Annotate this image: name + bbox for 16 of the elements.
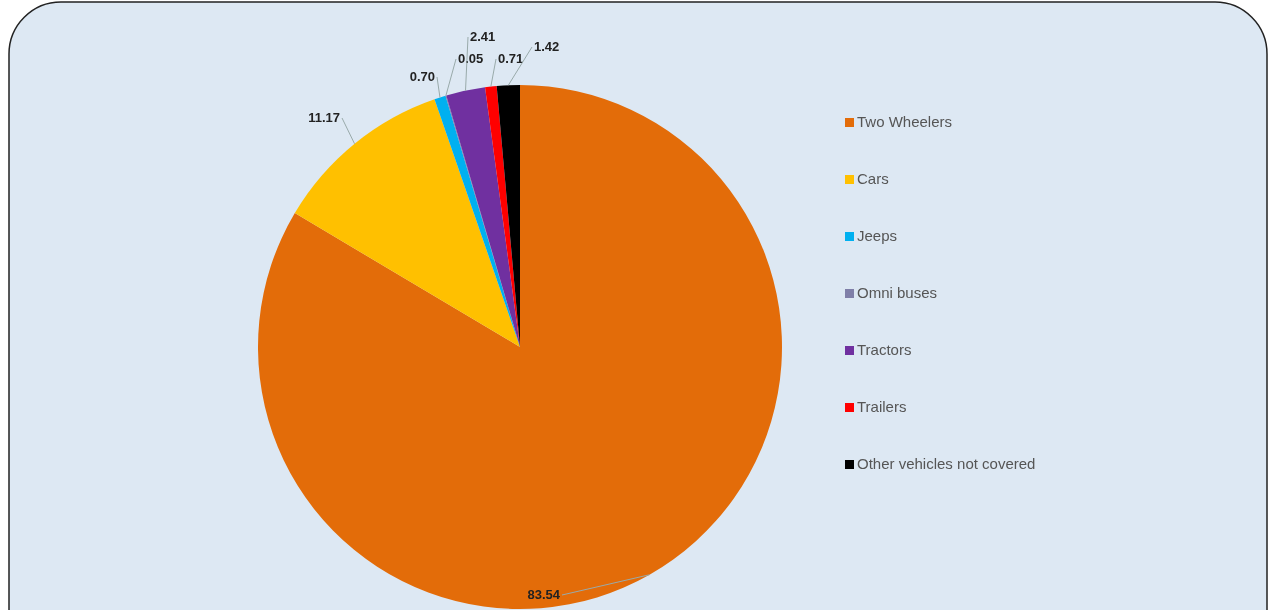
legend-label: Other vehicles not covered bbox=[857, 455, 1036, 472]
data-label: 83.54 bbox=[527, 587, 561, 602]
legend-label: Omni buses bbox=[857, 284, 938, 301]
data-label: 0.05 bbox=[458, 51, 484, 66]
pie-slice bbox=[258, 85, 782, 609]
data-label: 0.70 bbox=[409, 69, 435, 84]
data-label: 1.42 bbox=[534, 39, 560, 54]
data-label: 11.17 bbox=[308, 110, 340, 125]
legend-label: Cars bbox=[857, 170, 889, 187]
legend-label: Trailers bbox=[857, 398, 907, 415]
data-label: 2.41 bbox=[470, 29, 496, 44]
legend-label: Jeeps bbox=[857, 227, 898, 244]
legend-label: Two Wheelers bbox=[857, 113, 953, 130]
pie-slice bbox=[294, 99, 520, 347]
legend-label: Tractors bbox=[857, 341, 912, 358]
data-label: 0.71 bbox=[498, 51, 524, 66]
